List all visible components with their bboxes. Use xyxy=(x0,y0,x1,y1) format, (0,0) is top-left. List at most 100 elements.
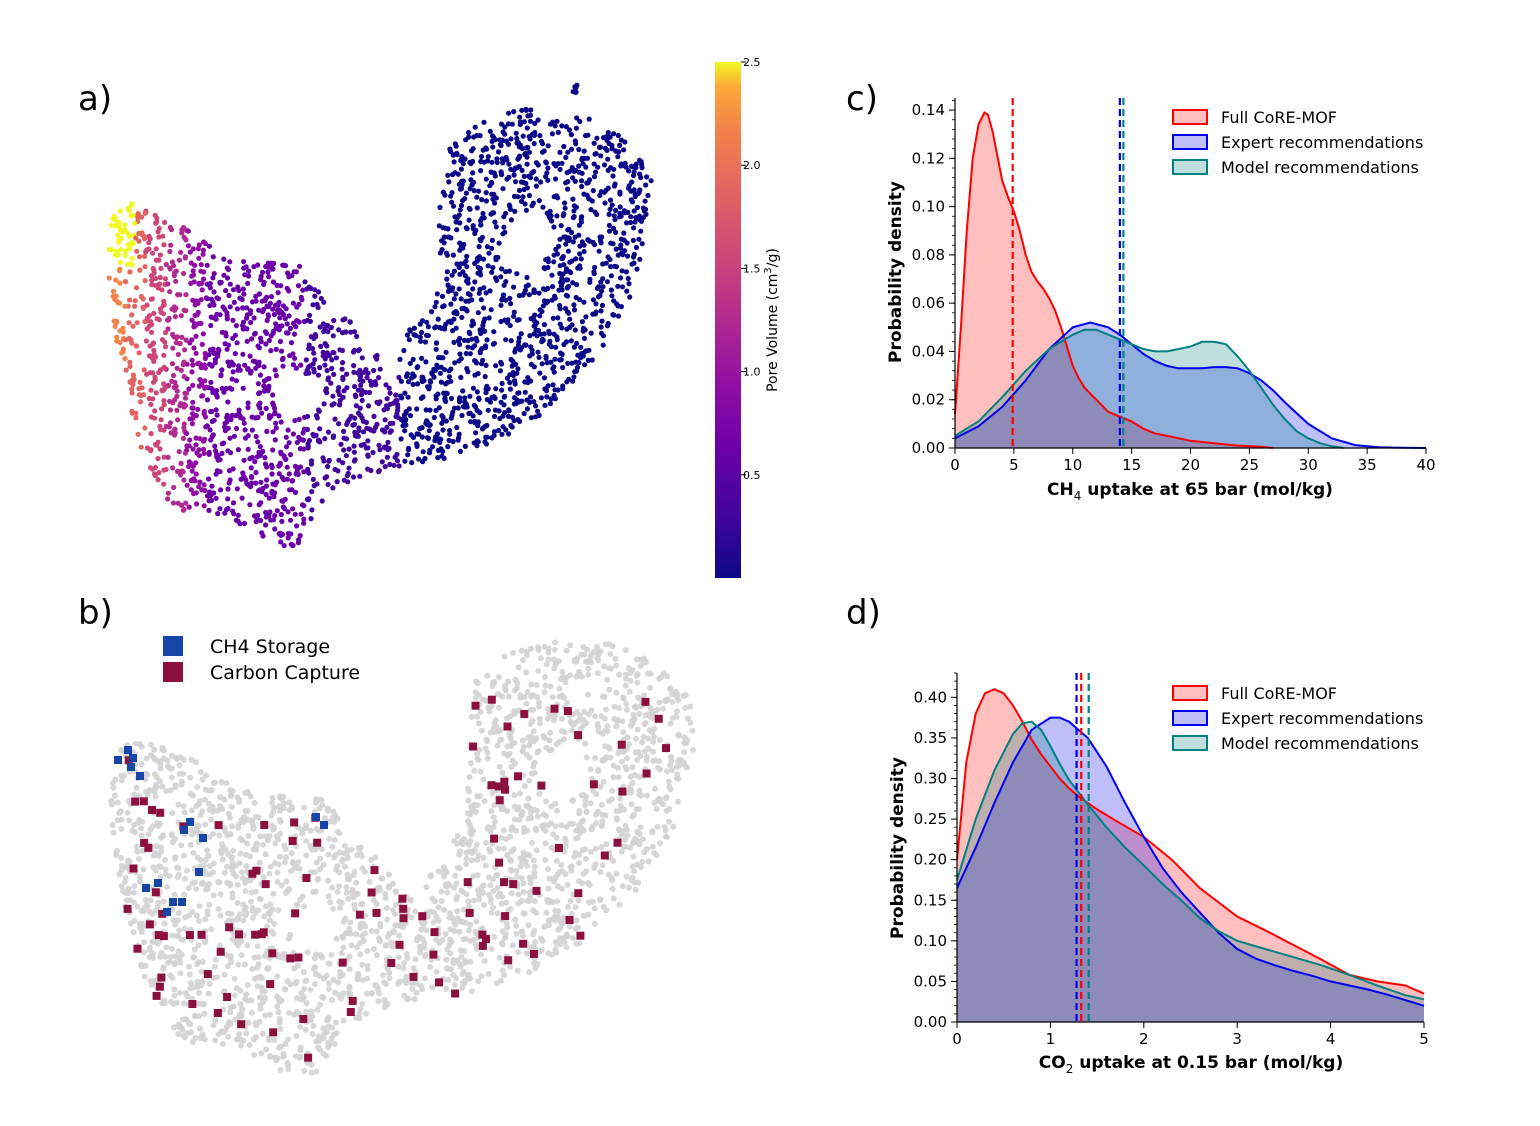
umap-background-point xyxy=(519,737,526,744)
umap-background-point xyxy=(401,992,408,999)
umap-point xyxy=(546,328,552,334)
umap-point xyxy=(443,321,449,327)
umap-background-point xyxy=(319,802,326,809)
umap-background-point xyxy=(494,910,501,917)
umap-point xyxy=(452,360,458,366)
umap-background-point xyxy=(337,968,344,975)
umap-point xyxy=(273,373,279,379)
umap-background-point xyxy=(487,882,494,889)
umap-background-point xyxy=(340,990,347,997)
umap-background-point xyxy=(481,798,488,804)
umap-background-point xyxy=(383,942,389,949)
umap-point xyxy=(531,364,537,370)
umap-background-point xyxy=(563,647,570,654)
umap-point xyxy=(403,409,409,415)
umap-point xyxy=(322,436,328,442)
carbon-capture-point xyxy=(429,950,438,959)
umap-background-point xyxy=(195,918,202,924)
umap-background-point xyxy=(348,942,355,949)
umap-background-point xyxy=(484,755,491,762)
umap-point xyxy=(426,384,432,390)
umap-point xyxy=(225,359,231,365)
umap-background-point xyxy=(516,816,523,823)
umap-point xyxy=(336,457,342,463)
umap-background-point xyxy=(551,646,558,653)
umap-background-point xyxy=(277,818,284,825)
umap-point xyxy=(186,386,192,392)
umap-point xyxy=(288,517,294,523)
umap-point xyxy=(431,414,437,421)
umap-background-point xyxy=(337,904,343,911)
umap-background-point xyxy=(280,1053,287,1060)
umap-point xyxy=(264,303,270,309)
carbon-capture-point xyxy=(152,991,161,1000)
umap-point xyxy=(513,130,519,136)
umap-point xyxy=(517,347,524,353)
umap-point xyxy=(181,234,187,240)
umap-background-point xyxy=(613,689,620,696)
umap-point xyxy=(465,369,471,375)
umap-point xyxy=(278,511,284,518)
umap-point xyxy=(256,359,262,365)
umap-point xyxy=(281,543,287,549)
umap-point xyxy=(372,424,378,431)
umap-background-point xyxy=(503,715,510,722)
umap-background-point xyxy=(212,1037,219,1044)
umap-background-point xyxy=(175,910,182,917)
umap-point xyxy=(618,161,625,167)
umap-point xyxy=(563,124,569,130)
umap-background-point xyxy=(329,884,336,891)
umap-point xyxy=(115,239,122,245)
umap-background-point xyxy=(472,941,479,948)
umap-point xyxy=(209,483,215,489)
umap-point xyxy=(499,266,505,272)
umap-point xyxy=(501,214,507,220)
umap-background-point xyxy=(520,743,527,750)
umap-background-point xyxy=(269,794,276,801)
umap-point xyxy=(498,359,504,365)
umap-point xyxy=(273,420,279,426)
umap-point xyxy=(524,125,530,131)
umap-point xyxy=(322,325,328,332)
umap-background-point xyxy=(176,927,183,934)
umap-background-point xyxy=(630,853,637,860)
carbon-capture-point xyxy=(617,740,626,749)
umap-point xyxy=(404,332,410,338)
umap-background-point xyxy=(335,979,342,986)
umap-point xyxy=(466,205,472,211)
umap-background-point xyxy=(586,882,593,889)
umap-point xyxy=(241,291,247,297)
umap-background-point xyxy=(629,813,636,820)
carbon-capture-point xyxy=(235,930,243,939)
umap-background-point xyxy=(452,872,459,879)
umap-point xyxy=(509,424,515,430)
umap-point xyxy=(570,378,576,384)
umap-point xyxy=(521,410,527,417)
umap-point xyxy=(295,283,302,289)
umap-background-point xyxy=(260,841,266,848)
umap-point xyxy=(195,406,201,412)
umap-background-point xyxy=(543,909,550,916)
umap-point xyxy=(559,275,565,281)
umap-point xyxy=(630,237,637,243)
umap-background-point xyxy=(334,863,341,870)
umap-background-point xyxy=(287,931,294,938)
umap-background-point xyxy=(546,747,553,754)
umap-background-point xyxy=(224,963,231,970)
umap-point xyxy=(178,249,184,255)
umap-point xyxy=(203,384,209,390)
umap-background-point xyxy=(303,852,310,859)
umap-point xyxy=(320,353,326,359)
umap-point xyxy=(144,302,150,308)
umap-point xyxy=(462,196,468,202)
umap-point xyxy=(113,277,119,283)
umap-point xyxy=(521,173,527,179)
umap-point xyxy=(526,292,532,298)
umap-point xyxy=(531,141,537,147)
umap-point xyxy=(250,358,256,364)
umap-point xyxy=(520,194,526,200)
umap-point xyxy=(538,395,545,401)
umap-background-point xyxy=(212,956,219,963)
umap-background-point xyxy=(266,833,273,839)
umap-point xyxy=(273,425,279,431)
